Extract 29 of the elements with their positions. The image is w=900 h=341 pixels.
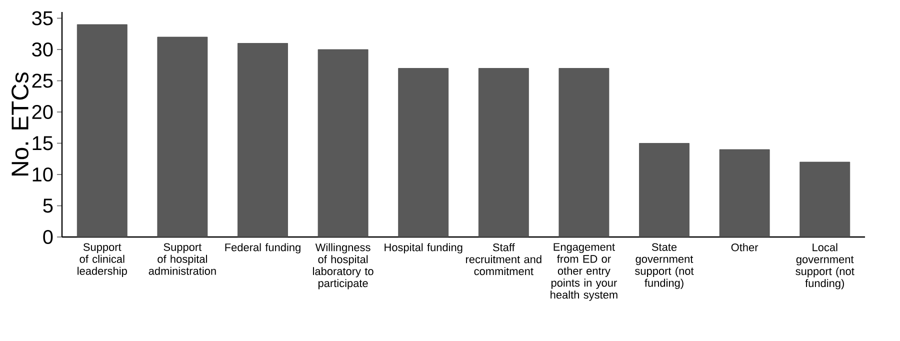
y-tick-label: 15 bbox=[32, 136, 53, 150]
y-tick-label: 25 bbox=[32, 74, 53, 88]
y-tick-label: 10 bbox=[32, 167, 53, 182]
x-tick-label: State government support (not funding) bbox=[635, 243, 694, 289]
bar bbox=[238, 43, 288, 237]
x-tick-label: Other bbox=[731, 243, 758, 252]
x-tick-label: Hospital funding bbox=[384, 243, 462, 254]
bar bbox=[318, 49, 368, 237]
x-tick-label: Local government support (not funding) bbox=[796, 243, 854, 290]
x-tick-label: Federal funding bbox=[225, 243, 300, 254]
x-tick-label: Staff recruitment and commitment bbox=[466, 243, 542, 276]
x-tick-label: Support of clinical leadership bbox=[78, 243, 127, 278]
bar bbox=[558, 68, 610, 237]
bar bbox=[478, 68, 529, 237]
bar bbox=[76, 24, 128, 237]
x-tick-label: Support of hospital administration bbox=[148, 243, 216, 275]
bar bbox=[800, 162, 850, 237]
bar bbox=[157, 36, 208, 237]
x-tick-label: Engagement from ED or other entry points in your health system bbox=[550, 243, 618, 301]
y-tick-label: 30 bbox=[32, 42, 53, 57]
y-tick-label: 0 bbox=[43, 230, 53, 244]
y-tick-label: 5 bbox=[43, 198, 53, 213]
y-tick-label: 35 bbox=[32, 11, 53, 26]
bar bbox=[639, 143, 690, 237]
y-tick-label: 20 bbox=[32, 104, 53, 120]
y-axis-title: No. ETCs bbox=[12, 72, 28, 176]
bar bbox=[398, 68, 449, 237]
x-tick-label: Willingness of hospital laboratory to participate bbox=[313, 243, 374, 290]
bar bbox=[719, 149, 770, 237]
